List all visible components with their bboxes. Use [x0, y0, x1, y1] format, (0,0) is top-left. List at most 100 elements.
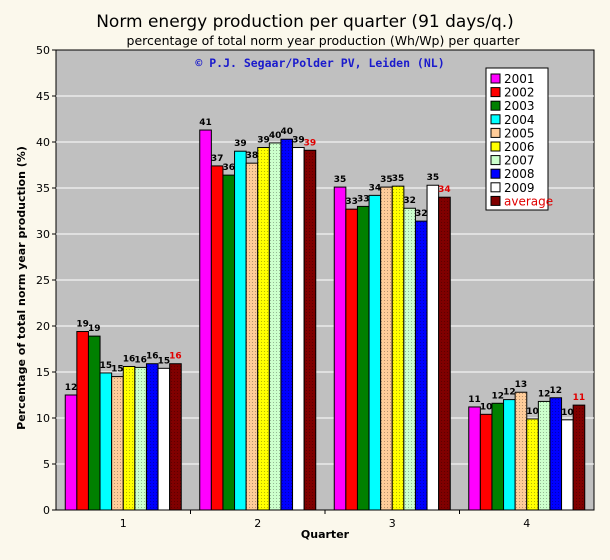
y-axis-ticks: 0 5 10 15 20 25 30 35 40 45 50: [36, 44, 56, 517]
bar-hatch: [415, 221, 428, 510]
bar-hatch: [392, 186, 404, 510]
data-label: 19: [76, 320, 89, 330]
bar-series: [64, 129, 586, 511]
legend-swatch: [490, 155, 501, 166]
bar: [368, 194, 382, 511]
bar: [345, 208, 358, 511]
data-label: 37: [211, 154, 224, 164]
y-tick-label: 30: [36, 228, 50, 241]
chart-title: Norm energy production per quarter (91 d…: [96, 12, 514, 32]
data-label: 32: [415, 209, 428, 219]
legend-swatch: [490, 114, 501, 125]
data-label: 35: [334, 175, 347, 185]
credit-text: © P.J. Segaar/Polder PV, Leiden (NL): [195, 56, 444, 70]
legend-label: 2007: [504, 154, 535, 168]
data-label: 39: [292, 136, 305, 146]
data-label: 35: [380, 175, 393, 185]
bar: [222, 174, 236, 511]
data-label: 12: [491, 391, 504, 401]
chart-subtitle: percentage of total norm year production…: [127, 33, 521, 48]
legend-swatch: [490, 141, 501, 152]
bar-hatch: [257, 147, 270, 510]
y-tick-label: 50: [36, 44, 50, 57]
bar: [333, 186, 347, 511]
data-label: 33: [357, 194, 370, 204]
data-label: 36: [222, 163, 235, 173]
y-tick-label: 5: [43, 458, 50, 471]
bar: [234, 150, 247, 511]
bar-hatch: [515, 392, 527, 510]
legend-swatch: [490, 195, 501, 206]
data-label: 39: [234, 139, 247, 149]
data-label: 12: [538, 389, 551, 399]
bar-hatch: [549, 397, 562, 510]
data-label: 11: [573, 393, 586, 403]
data-label: 16: [123, 354, 136, 364]
data-label: 10: [480, 402, 493, 412]
bar: [87, 335, 101, 511]
bar: [426, 184, 440, 511]
data-label: 40: [280, 127, 293, 137]
x-axis-ticks: 1 2 3 4: [120, 510, 530, 530]
bar-hatch: [111, 376, 124, 510]
data-label: 35: [427, 173, 440, 183]
bar-hatch: [403, 208, 416, 511]
data-label: 40: [269, 131, 282, 141]
bar: [561, 419, 574, 511]
x-tick-label: 2: [254, 517, 261, 530]
legend-label: 2002: [504, 86, 535, 100]
x-tick-label: 4: [523, 517, 530, 530]
x-axis-label: Quarter: [301, 528, 350, 541]
data-label: 38: [246, 151, 259, 161]
y-axis-label: Percentage of total norm year production…: [15, 146, 28, 430]
bar: [99, 372, 113, 511]
data-label: 12: [65, 383, 78, 393]
bar: [468, 406, 481, 511]
bar: [356, 205, 370, 511]
data-label: 41: [199, 118, 212, 128]
data-label: 12: [549, 386, 562, 396]
bar-hatch: [438, 197, 451, 510]
data-label: 35: [392, 174, 405, 184]
legend-label: 2006: [504, 140, 535, 154]
bar: [479, 413, 493, 511]
data-label: 11: [468, 395, 481, 405]
legend-swatch: [490, 100, 501, 111]
bar: [76, 331, 89, 511]
legend-label: 2005: [504, 126, 535, 140]
legend-swatch: [490, 73, 501, 84]
bar: [210, 165, 224, 511]
legend-swatch: [490, 168, 501, 179]
y-tick-label: 15: [36, 366, 50, 379]
legend-label: 2008: [504, 167, 535, 181]
data-label: 12: [503, 388, 516, 398]
y-tick-label: 45: [36, 90, 50, 103]
data-label: 16: [146, 352, 159, 362]
bar-hatch: [169, 363, 182, 510]
bar-hatch: [538, 401, 550, 510]
y-tick-label: 25: [36, 274, 50, 287]
legend-label: 2003: [504, 99, 535, 113]
y-tick-label: 10: [36, 412, 50, 425]
data-label: 19: [88, 324, 101, 334]
legend-swatch: [490, 182, 501, 193]
legend-swatch: [490, 127, 501, 138]
data-label: 34: [369, 183, 382, 193]
legend-label: 2001: [504, 72, 535, 86]
legend-label: 2009: [504, 181, 535, 195]
data-label: 10: [526, 407, 539, 417]
y-tick-label: 40: [36, 136, 50, 149]
data-label: 39: [257, 136, 270, 146]
y-tick-label: 20: [36, 320, 50, 333]
bar: [292, 147, 305, 511]
y-tick-label: 35: [36, 182, 50, 195]
x-tick-label: 1: [120, 517, 127, 530]
legend-swatch: [490, 87, 501, 98]
bar: [199, 129, 212, 511]
bar-hatch: [304, 150, 316, 510]
data-label: 16: [169, 352, 182, 362]
data-label: 10: [561, 408, 574, 418]
data-label: 32: [403, 196, 416, 206]
